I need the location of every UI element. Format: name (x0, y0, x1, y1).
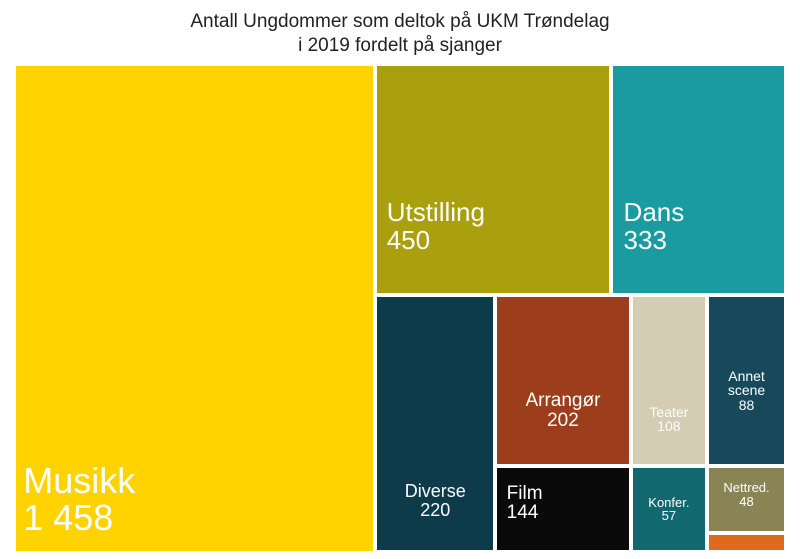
cell-konfer: Konfer. 57 (631, 466, 707, 553)
treemap: Musikk 1 458 Utstilling 450 Dans 333 Divers… (14, 64, 786, 553)
cell-last (707, 533, 786, 553)
cell-nettred: Nettred. 48 (707, 466, 786, 533)
cell-label-diverse: Diverse 220 (405, 482, 466, 520)
title-line-1: Antall Ungdommer som deltok på UKM Trønd… (190, 11, 609, 32)
cell-musikk: Musikk 1 458 (14, 64, 375, 553)
cell-label-musikk: Musikk 1 458 (23, 462, 135, 538)
chart-title: Antall Ungdommer som deltok på UKM Trønd… (14, 10, 786, 58)
cell-label-annetscene: Annet scene 88 (728, 369, 765, 413)
cell-label-utstilling: Utstilling 450 (387, 199, 485, 254)
cell-film: Film 144 (495, 466, 630, 553)
cell-dans: Dans 333 (611, 64, 786, 295)
cell-label-konfer: Konfer. 57 (648, 496, 689, 523)
cell-diverse: Diverse 220 (375, 295, 495, 553)
title-line-2: i 2019 fordelt på sjanger (298, 35, 502, 56)
cell-label-film: Film 144 (507, 484, 543, 524)
cell-annetscene: Annet scene 88 (707, 295, 786, 466)
cell-utstilling: Utstilling 450 (375, 64, 611, 295)
chart-container: Antall Ungdommer som deltok på UKM Trønd… (0, 0, 800, 559)
cell-teater: Teater 108 (631, 295, 707, 466)
cell-label-arrangor: Arrangør 202 (525, 391, 600, 431)
cell-arrangor: Arrangør 202 (495, 295, 630, 466)
cell-label-teater: Teater 108 (649, 405, 688, 434)
cell-label-nettred: Nettred. 48 (723, 481, 769, 508)
cell-label-dans: Dans 333 (624, 199, 685, 254)
